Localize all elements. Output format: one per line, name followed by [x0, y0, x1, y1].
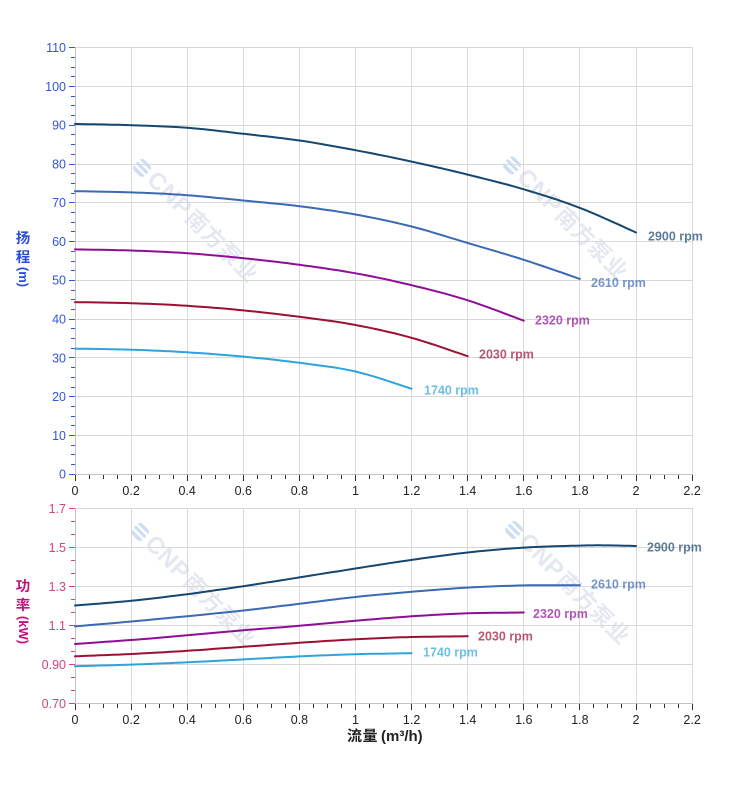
svg-text:20: 20: [52, 390, 66, 404]
svg-text:1.2: 1.2: [403, 484, 420, 498]
svg-text:2.2: 2.2: [683, 484, 700, 498]
svg-text:2900 rpm: 2900 rpm: [648, 230, 703, 244]
svg-text:110: 110: [46, 41, 66, 55]
svg-text:0.2: 0.2: [122, 713, 139, 727]
svg-text:1.4: 1.4: [459, 713, 476, 727]
svg-text:0.4: 0.4: [179, 484, 196, 498]
svg-text:2: 2: [633, 484, 640, 498]
svg-text:(m): (m): [16, 267, 31, 287]
svg-text:2320 rpm: 2320 rpm: [535, 314, 590, 328]
svg-text:0.8: 0.8: [291, 484, 308, 498]
svg-text:2320 rpm: 2320 rpm: [533, 607, 588, 621]
svg-text:2030 rpm: 2030 rpm: [479, 348, 534, 362]
svg-text:50: 50: [52, 274, 66, 288]
svg-text:40: 40: [52, 313, 66, 327]
svg-text:1.2: 1.2: [403, 713, 420, 727]
svg-text:0: 0: [72, 713, 79, 727]
svg-text:0.8: 0.8: [291, 713, 308, 727]
svg-text:1: 1: [352, 713, 359, 727]
svg-text:(m³/h): (m³/h): [381, 728, 423, 745]
svg-text:90: 90: [52, 119, 66, 133]
svg-text:100: 100: [45, 80, 66, 94]
svg-text:2610 rpm: 2610 rpm: [591, 276, 646, 290]
svg-text:1.6: 1.6: [515, 713, 532, 727]
svg-text:(kW): (kW): [16, 616, 31, 644]
svg-text:60: 60: [52, 235, 66, 249]
svg-text:1740 rpm: 1740 rpm: [423, 646, 478, 660]
svg-text:30: 30: [52, 351, 66, 365]
svg-text:2.2: 2.2: [683, 713, 700, 727]
svg-text:1.4: 1.4: [459, 484, 476, 498]
svg-text:0.6: 0.6: [235, 484, 252, 498]
svg-text:2030 rpm: 2030 rpm: [478, 630, 533, 644]
svg-text:0.70: 0.70: [42, 697, 66, 711]
svg-text:0.6: 0.6: [235, 713, 252, 727]
svg-text:1.7: 1.7: [49, 502, 66, 516]
svg-text:0: 0: [72, 484, 79, 498]
svg-text:1: 1: [352, 484, 359, 498]
svg-text:1.5: 1.5: [49, 541, 66, 555]
svg-text:1.8: 1.8: [571, 484, 588, 498]
svg-text:1.6: 1.6: [515, 484, 532, 498]
svg-text:80: 80: [52, 157, 66, 171]
svg-text:1740 rpm: 1740 rpm: [424, 384, 479, 398]
svg-text:10: 10: [52, 429, 66, 443]
svg-text:2900 rpm: 2900 rpm: [647, 541, 702, 555]
svg-text:1.1: 1.1: [49, 619, 66, 633]
svg-text:0.4: 0.4: [179, 713, 196, 727]
svg-text:0.90: 0.90: [42, 658, 66, 672]
svg-text:0.2: 0.2: [122, 484, 139, 498]
svg-text:70: 70: [52, 196, 66, 210]
svg-text:1.3: 1.3: [49, 580, 66, 594]
svg-text:1.8: 1.8: [571, 713, 588, 727]
svg-text:0: 0: [59, 468, 66, 482]
svg-text:2610 rpm: 2610 rpm: [591, 578, 646, 592]
svg-text:2: 2: [633, 713, 640, 727]
